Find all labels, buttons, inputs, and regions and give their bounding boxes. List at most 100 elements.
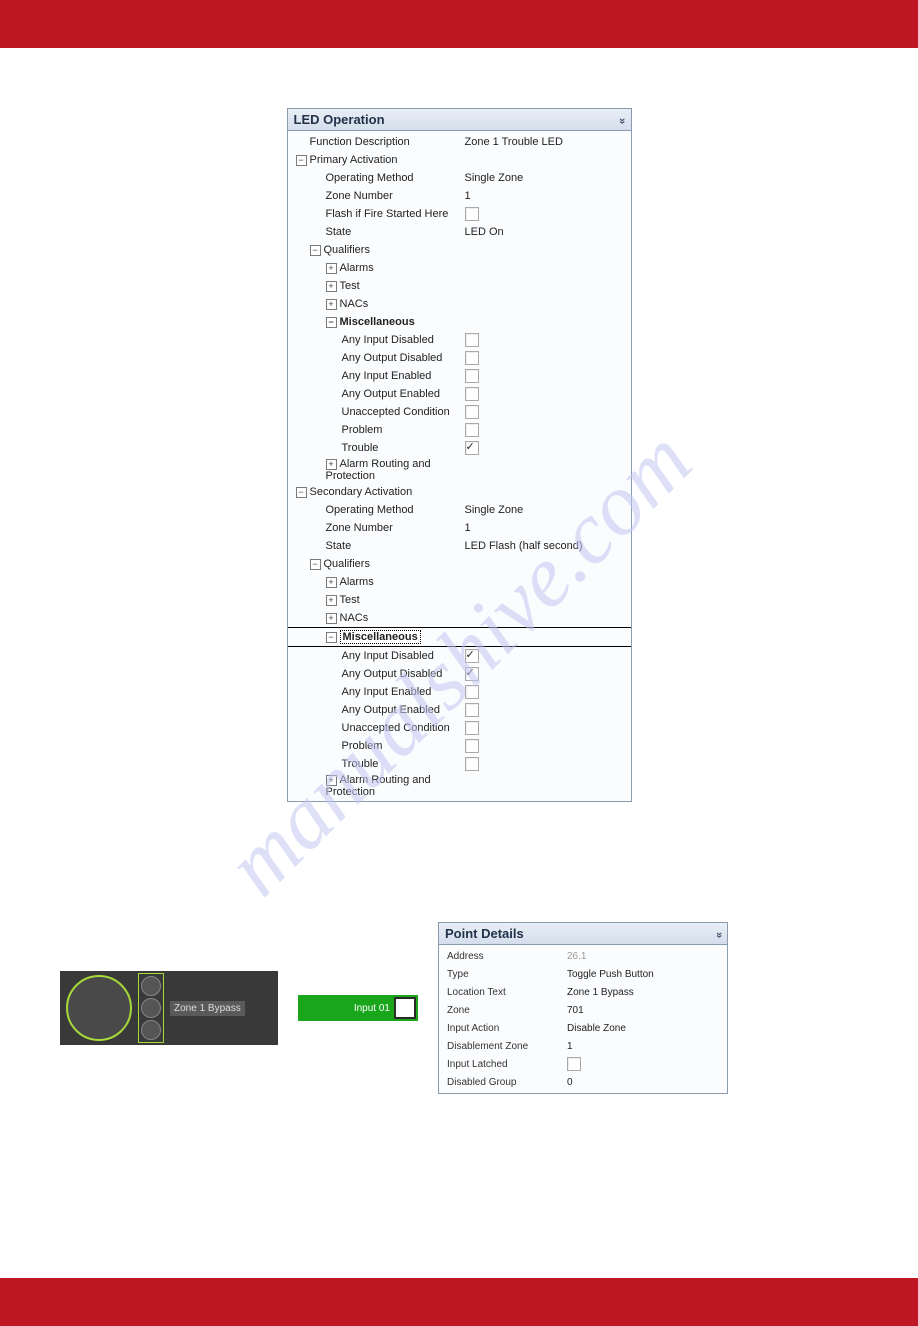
plus-icon[interactable]: + <box>326 595 337 606</box>
any-in-dis-1: Any Input Disabled <box>342 334 465 346</box>
cb-p-unacc[interactable] <box>465 405 479 419</box>
test-2[interactable]: +Test <box>326 594 465 606</box>
details-key: Disabled Group <box>447 1077 567 1088</box>
collapse-icon[interactable]: » <box>616 117 628 121</box>
zone-num-label: Zone Number <box>326 190 465 202</box>
device-tag: Zone 1 Bypass <box>170 1001 245 1016</box>
small-led-icon <box>141 998 161 1018</box>
plus-icon[interactable]: + <box>326 613 337 624</box>
minus-icon[interactable]: − <box>326 632 337 643</box>
problem-1: Problem <box>342 424 465 436</box>
plus-icon[interactable]: + <box>326 281 337 292</box>
cb-s-in-en[interactable] <box>465 685 479 699</box>
alarm-route-2[interactable]: +Alarm Routing and Protection <box>326 774 465 798</box>
cb-s-unacc[interactable] <box>465 721 479 735</box>
device-preview: Zone 1 Bypass <box>60 971 278 1045</box>
unacc-2: Unaccepted Condition <box>342 722 465 734</box>
details-key: Input Latched <box>447 1059 567 1070</box>
details-key: Address <box>447 951 567 962</box>
qualifiers-2[interactable]: −Qualifiers <box>310 558 465 570</box>
zone-num-value-2: 1 <box>465 522 471 534</box>
collapse-icon[interactable]: » <box>713 931 725 935</box>
details-value: 701 <box>567 1005 584 1016</box>
any-out-dis-2: Any Output Disabled <box>342 668 465 680</box>
minus-icon[interactable]: − <box>296 155 307 166</box>
alarms-1[interactable]: +Alarms <box>326 262 465 274</box>
cb-s-out-dis[interactable] <box>465 667 479 681</box>
details-key: Disablement Zone <box>447 1041 567 1052</box>
op-method-label: Operating Method <box>326 172 465 184</box>
cb-p-out-en[interactable] <box>465 387 479 401</box>
plus-icon[interactable]: + <box>326 299 337 310</box>
any-in-dis-2: Any Input Disabled <box>342 650 465 662</box>
minus-icon[interactable]: − <box>310 559 321 570</box>
input-square-icon <box>394 997 416 1019</box>
cb-p-in-dis[interactable] <box>465 333 479 347</box>
any-in-en-1: Any Input Enabled <box>342 370 465 382</box>
small-led-icon <box>141 1020 161 1040</box>
small-led-stack <box>138 973 164 1043</box>
state-label-2: State <box>326 540 465 552</box>
minus-icon[interactable]: − <box>326 317 337 328</box>
misc-2[interactable]: −Miscellaneous <box>326 631 465 643</box>
func-desc-label: Function Description <box>310 136 465 148</box>
cb-p-problem[interactable] <box>465 423 479 437</box>
details-value: 1 <box>567 1041 573 1052</box>
zone-num-value: 1 <box>465 190 471 202</box>
secondary-activation[interactable]: −Secondary Activation <box>296 486 465 498</box>
details-title: Point Details <box>445 926 524 941</box>
details-value: 0 <box>567 1077 573 1088</box>
plus-icon[interactable]: + <box>326 577 337 588</box>
primary-activation[interactable]: −Primary Activation <box>296 154 465 166</box>
any-out-en-1: Any Output Enabled <box>342 388 465 400</box>
minus-icon[interactable]: − <box>296 487 307 498</box>
zone-num-label-2: Zone Number <box>326 522 465 534</box>
cb-p-trouble[interactable] <box>465 441 479 455</box>
plus-icon[interactable]: + <box>326 263 337 274</box>
cb-s-in-dis[interactable] <box>465 649 479 663</box>
input-label: Input 01 <box>354 1003 390 1014</box>
trouble-2: Trouble <box>342 758 465 770</box>
alarms-2[interactable]: +Alarms <box>326 576 465 588</box>
qualifiers-1[interactable]: −Qualifiers <box>310 244 465 256</box>
details-value: Toggle Push Button <box>567 969 654 980</box>
details-key: Location Text <box>447 987 567 998</box>
point-details-panel: Point Details » Address26.1TypeToggle Pu… <box>438 922 728 1094</box>
plus-icon[interactable]: + <box>326 775 337 786</box>
op-method-label-2: Operating Method <box>326 504 465 516</box>
plus-icon[interactable]: + <box>326 459 337 470</box>
bottom-red-bar <box>0 1278 918 1326</box>
input-block[interactable]: Input 01 <box>298 995 418 1021</box>
cb-s-problem[interactable] <box>465 739 479 753</box>
test-1[interactable]: +Test <box>326 280 465 292</box>
any-out-en-2: Any Output Enabled <box>342 704 465 716</box>
details-key: Input Action <box>447 1023 567 1034</box>
op-method-value: Single Zone <box>465 172 524 184</box>
flash-checkbox[interactable] <box>465 207 479 221</box>
small-led-icon <box>141 976 161 996</box>
cb-p-out-dis[interactable] <box>465 351 479 365</box>
unacc-1: Unaccepted Condition <box>342 406 465 418</box>
details-key: Zone <box>447 1005 567 1016</box>
state-value: LED On <box>465 226 504 238</box>
problem-2: Problem <box>342 740 465 752</box>
panel-title: LED Operation <box>294 112 385 127</box>
details-value: Disable Zone <box>567 1023 626 1034</box>
nacs-2[interactable]: +NACs <box>326 612 465 624</box>
big-led-icon <box>66 975 132 1041</box>
nacs-1[interactable]: +NACs <box>326 298 465 310</box>
top-red-bar <box>0 0 918 48</box>
state-label: State <box>326 226 465 238</box>
cb-s-out-en[interactable] <box>465 703 479 717</box>
led-operation-panel: LED Operation » Function Description Zone… <box>287 108 632 802</box>
cb-p-in-en[interactable] <box>465 369 479 383</box>
details-checkbox[interactable] <box>567 1057 581 1071</box>
details-value: Zone 1 Bypass <box>567 987 634 998</box>
cb-s-trouble[interactable] <box>465 757 479 771</box>
trouble-1: Trouble <box>342 442 465 454</box>
any-in-en-2: Any Input Enabled <box>342 686 465 698</box>
alarm-route-1[interactable]: +Alarm Routing and Protection <box>326 458 465 482</box>
any-out-dis-1: Any Output Disabled <box>342 352 465 364</box>
minus-icon[interactable]: − <box>310 245 321 256</box>
misc-1[interactable]: −Miscellaneous <box>326 316 465 328</box>
